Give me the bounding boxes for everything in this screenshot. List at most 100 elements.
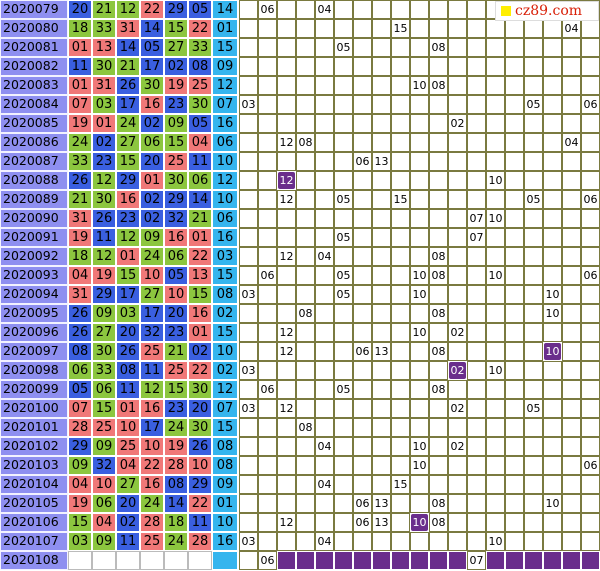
red-ball: 20 [68,0,92,19]
red-ball: 07 [68,399,92,418]
red-ball: 06 [188,171,212,190]
blue-ball: 15 [212,323,238,342]
trend-cell [334,0,353,19]
red-ball: 02 [92,133,116,152]
red-ball: 24 [164,418,188,437]
trend-cell [505,323,524,342]
trend-value: 05 [334,190,353,209]
red-ball: 01 [68,76,92,95]
blue-ball: 07 [212,399,238,418]
trend-cell [296,475,315,494]
red-ball: 23 [164,323,188,342]
trend-cell [372,304,391,323]
trend-cell [353,209,372,228]
red-ball [188,551,212,570]
blue-ball: 15 [212,418,238,437]
trend-cell [353,228,372,247]
trend-cell [353,380,372,399]
trend-value: 05 [334,38,353,57]
trend-cell [581,380,600,399]
trend-value: 07 [467,551,486,570]
trend-cell [372,285,391,304]
trend-cell [486,228,505,247]
trend-cell [524,171,543,190]
red-ball: 10 [188,456,212,475]
trend-cell [448,38,467,57]
trend-cell [315,228,334,247]
trend-cell [258,399,277,418]
trend-cell [296,209,315,228]
trend-value: 10 [543,285,562,304]
trend-cell [334,532,353,551]
blue-ball: 10 [212,190,238,209]
red-ball: 08 [164,475,188,494]
trend-cell [429,57,448,76]
site-logo[interactable]: cz89.com [495,1,599,21]
trend-cell [581,304,600,323]
trend-cell [239,494,258,513]
trend-cell [543,361,562,380]
red-ball: 15 [164,133,188,152]
blue-ball: 08 [212,285,238,304]
trend-value: 10 [410,456,429,475]
trend-cell [353,551,372,570]
trend-cell [239,513,258,532]
trend-cell [296,171,315,190]
trend-cell [448,0,467,19]
trend-cell [372,456,391,475]
trend-cell [372,551,391,570]
trend-cell [486,437,505,456]
trend-cell [296,494,315,513]
trend-cell [277,95,296,114]
red-ball: 11 [68,57,92,76]
red-ball: 20 [164,304,188,323]
red-ball: 09 [92,532,116,551]
trend-cell [334,209,353,228]
trend-cell [524,380,543,399]
trend-cell [448,247,467,266]
red-ball: 26 [116,76,140,95]
trend-cell [258,95,277,114]
trend-value: 12 [277,342,296,361]
trend-value: 04 [562,19,581,38]
trend-value: 08 [429,304,448,323]
red-ball: 02 [164,57,188,76]
trend-cell [543,57,562,76]
trend-cell [467,532,486,551]
trend-value: 06 [258,380,277,399]
trend-value: 06 [258,551,277,570]
period-label: 2020087 [0,152,68,171]
red-ball: 09 [68,456,92,475]
red-ball: 11 [116,532,140,551]
trend-cell [277,494,296,513]
trend-cell [239,0,258,19]
trend-cell [524,247,543,266]
trend-cell [239,266,258,285]
trend-cell [391,380,410,399]
trend-cell [543,152,562,171]
trend-cell [315,209,334,228]
trend-cell [391,114,410,133]
red-ball: 01 [68,38,92,57]
trend-cell [391,418,410,437]
trend-cell [410,57,429,76]
trend-cell [315,114,334,133]
trend-cell [467,190,486,209]
trend-value: 10 [410,76,429,95]
red-ball: 15 [68,513,92,532]
trend-cell [239,19,258,38]
period-label: 2020108 [0,551,68,570]
trend-cell [524,532,543,551]
trend-value: 06 [581,266,600,285]
trend-cell [410,380,429,399]
trend-cell [505,209,524,228]
red-ball: 03 [68,532,92,551]
trend-cell [372,532,391,551]
trend-value: 06 [581,95,600,114]
trend-cell [486,190,505,209]
red-ball: 25 [164,361,188,380]
red-ball: 16 [116,190,140,209]
trend-cell [448,532,467,551]
trend-cell [334,399,353,418]
trend-cell [315,266,334,285]
